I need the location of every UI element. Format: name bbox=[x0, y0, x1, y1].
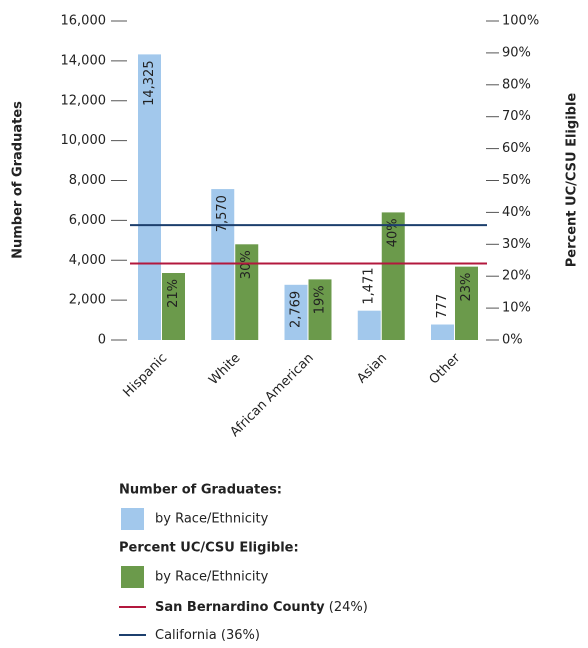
y-tick-label: 14,000 bbox=[61, 53, 107, 68]
y2-tick-label: 100% bbox=[502, 14, 539, 29]
y2-tick-label: 70% bbox=[502, 109, 531, 124]
y2-tick-label: 50% bbox=[502, 173, 531, 188]
bar bbox=[357, 310, 381, 340]
x-tick-label: Asian bbox=[354, 351, 390, 387]
data-label: 2,769 bbox=[289, 291, 304, 328]
y-tick-label: 0 bbox=[98, 333, 106, 348]
y2-axis-title: Percent UC/CSU Eligible bbox=[565, 93, 580, 268]
data-label: 30% bbox=[239, 250, 254, 279]
legend-label: by Race/Ethnicity bbox=[155, 570, 269, 585]
y2-tick-label: 80% bbox=[502, 77, 531, 92]
bar bbox=[211, 189, 235, 340]
bar bbox=[235, 244, 259, 340]
bar bbox=[455, 266, 478, 340]
bar bbox=[284, 284, 308, 340]
legend-name: San Bernardino County bbox=[155, 600, 325, 615]
legend-value: (24%) bbox=[329, 600, 368, 615]
data-label: 23% bbox=[459, 273, 474, 302]
y2-tick-label: 60% bbox=[502, 141, 531, 156]
y-tick-label: 12,000 bbox=[61, 93, 107, 108]
bar bbox=[381, 212, 405, 340]
legend-label: California (36%) bbox=[155, 628, 260, 643]
legend-group-title: Number of Graduates: bbox=[119, 483, 282, 498]
data-label: 7,570 bbox=[215, 195, 230, 232]
legend-swatch bbox=[121, 508, 144, 530]
y2-tick-label: 10% bbox=[502, 301, 531, 316]
y-tick-label: 16,000 bbox=[61, 14, 107, 29]
bar bbox=[431, 324, 454, 340]
bar bbox=[308, 279, 332, 340]
legend-name: California bbox=[155, 628, 217, 643]
bar bbox=[138, 54, 161, 340]
y-tick-label: 6,000 bbox=[69, 213, 106, 228]
y2-tick-label: 0% bbox=[502, 333, 523, 348]
data-label: 777 bbox=[435, 294, 450, 319]
y2-tick-label: 30% bbox=[502, 237, 531, 252]
y-tick-label: 2,000 bbox=[69, 293, 106, 308]
y-tick-label: 10,000 bbox=[61, 133, 107, 148]
legend-swatch bbox=[121, 566, 144, 588]
x-tick-label: White bbox=[206, 351, 243, 388]
y-axis-title: Number of Graduates bbox=[11, 101, 26, 259]
x-tick-label: African American bbox=[227, 351, 316, 440]
bar bbox=[162, 273, 185, 340]
legend-label: San Bernardino County (24%) bbox=[155, 600, 368, 615]
legend-label: by Race/Ethnicity bbox=[155, 512, 269, 527]
legend-group-title: Percent UC/CSU Eligible: bbox=[119, 541, 299, 556]
data-label: 40% bbox=[386, 218, 401, 247]
y-tick-label: 8,000 bbox=[69, 173, 106, 188]
data-label: 14,325 bbox=[142, 60, 157, 105]
legend-value: (36%) bbox=[221, 628, 260, 643]
y-tick-label: 4,000 bbox=[69, 253, 106, 268]
x-tick-label: Hispanic bbox=[121, 351, 171, 401]
data-label: 19% bbox=[313, 285, 328, 314]
x-tick-label: Other bbox=[427, 350, 464, 387]
y2-tick-label: 20% bbox=[502, 269, 531, 284]
y2-tick-label: 40% bbox=[502, 205, 531, 220]
y2-tick-label: 90% bbox=[502, 45, 531, 60]
data-label: 21% bbox=[166, 279, 181, 308]
data-label: 1,471 bbox=[362, 267, 377, 304]
